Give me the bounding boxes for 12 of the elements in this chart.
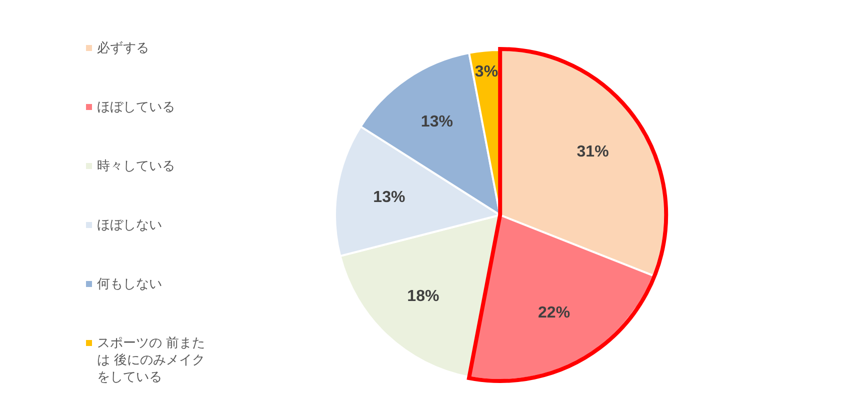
data-label: 18% [407, 288, 440, 306]
data-label: 13% [420, 114, 453, 131]
legend-label: ほぼしている [97, 99, 175, 116]
data-label: 31% [576, 143, 609, 160]
legend-label: 時々している [97, 158, 175, 175]
legend-label: 必ずする [97, 40, 149, 57]
legend-label: ほぼしない [97, 217, 162, 234]
data-label: 3% [474, 63, 498, 80]
legend-label: 何もしない [97, 276, 162, 293]
data-label: 13% [373, 188, 406, 206]
legend-label: スポーツの 前または 後にのみメイクをしている [97, 335, 206, 386]
data-label: 22% [538, 304, 570, 322]
